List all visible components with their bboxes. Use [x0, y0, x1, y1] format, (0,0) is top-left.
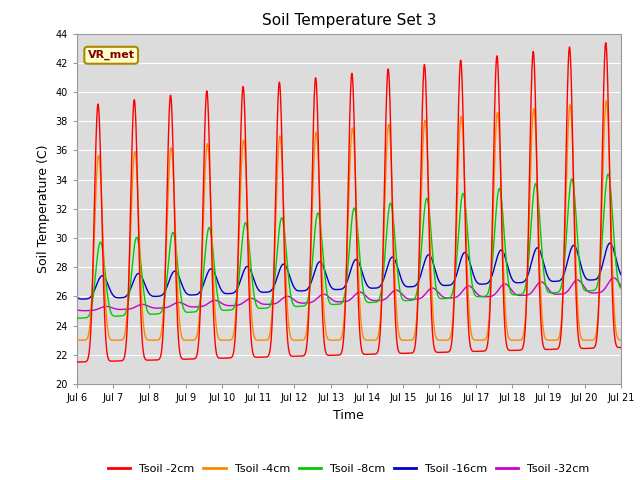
- Y-axis label: Soil Temperature (C): Soil Temperature (C): [36, 144, 50, 273]
- Legend: Tsoil -2cm, Tsoil -4cm, Tsoil -8cm, Tsoil -16cm, Tsoil -32cm: Tsoil -2cm, Tsoil -4cm, Tsoil -8cm, Tsoi…: [104, 460, 594, 479]
- Text: VR_met: VR_met: [88, 50, 134, 60]
- X-axis label: Time: Time: [333, 408, 364, 421]
- Title: Soil Temperature Set 3: Soil Temperature Set 3: [262, 13, 436, 28]
